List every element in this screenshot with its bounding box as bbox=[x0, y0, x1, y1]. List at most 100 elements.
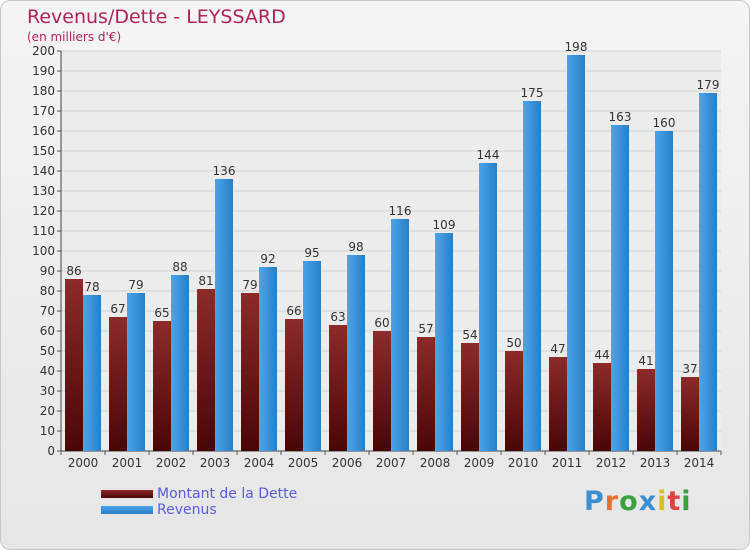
x-tick-label-2013: 2013 bbox=[640, 456, 671, 470]
y-tick-label: 100 bbox=[32, 244, 55, 258]
bar-revenue-2004 bbox=[259, 267, 277, 451]
y-tick-label: 200 bbox=[32, 44, 55, 58]
data-label-debt-2014: 37 bbox=[682, 362, 697, 376]
y-tick-label: 60 bbox=[40, 324, 55, 338]
bar-revenue-2001 bbox=[127, 293, 145, 451]
data-label-debt-2005: 66 bbox=[286, 304, 301, 318]
data-label-debt-2002: 65 bbox=[154, 306, 169, 320]
x-tick-label-2005: 2005 bbox=[288, 456, 319, 470]
bar-revenue-2002 bbox=[171, 275, 189, 451]
data-label-revenue-2006: 98 bbox=[348, 240, 363, 254]
logo-letter: P bbox=[584, 486, 605, 517]
data-label-revenue-2005: 95 bbox=[304, 246, 319, 260]
y-tick-label: 70 bbox=[40, 304, 55, 318]
y-tick-label: 130 bbox=[32, 184, 55, 198]
x-tick-label-2010: 2010 bbox=[508, 456, 539, 470]
data-label-revenue-2014: 179 bbox=[697, 78, 720, 92]
data-label-debt-2006: 63 bbox=[330, 310, 345, 324]
x-tick-label-2008: 2008 bbox=[420, 456, 451, 470]
bar-debt-2004 bbox=[241, 293, 259, 451]
data-label-revenue-2012: 163 bbox=[609, 110, 632, 124]
bar-debt-2007 bbox=[373, 331, 391, 451]
x-tick-label-2011: 2011 bbox=[552, 456, 583, 470]
data-label-revenue-2007: 116 bbox=[389, 204, 412, 218]
x-tick-label-2006: 2006 bbox=[332, 456, 363, 470]
data-label-revenue-2010: 175 bbox=[521, 86, 544, 100]
data-label-revenue-2000: 78 bbox=[84, 280, 99, 294]
bar-debt-2012 bbox=[593, 363, 611, 451]
data-label-revenue-2001: 79 bbox=[128, 278, 143, 292]
y-tick-label: 110 bbox=[32, 224, 55, 238]
y-tick-label: 120 bbox=[32, 204, 55, 218]
chart-title: Revenus/Dette - LEYSSARD bbox=[27, 6, 286, 28]
data-label-revenue-2002: 88 bbox=[172, 260, 187, 274]
bar-debt-2000 bbox=[65, 279, 83, 451]
data-label-revenue-2013: 160 bbox=[653, 116, 676, 130]
proxiti-logo: Proxiti bbox=[584, 486, 692, 517]
y-tick-label: 30 bbox=[40, 384, 55, 398]
logo-letter: o bbox=[619, 486, 639, 517]
x-tick-label-2009: 2009 bbox=[464, 456, 495, 470]
bar-revenue-2010 bbox=[523, 101, 541, 451]
logo-letter: i bbox=[681, 486, 692, 517]
data-label-debt-2008: 57 bbox=[418, 322, 433, 336]
y-tick-label: 20 bbox=[40, 404, 55, 418]
x-tick-label-2002: 2002 bbox=[156, 456, 187, 470]
data-label-revenue-2009: 144 bbox=[477, 148, 500, 162]
data-label-debt-2012: 44 bbox=[594, 348, 609, 362]
bar-debt-2006 bbox=[329, 325, 347, 451]
y-tick-label: 170 bbox=[32, 104, 55, 118]
y-tick-label: 190 bbox=[32, 64, 55, 78]
legend-swatch-revenue bbox=[101, 506, 153, 514]
y-tick-label: 50 bbox=[40, 344, 55, 358]
bar-debt-2003 bbox=[197, 289, 215, 451]
data-label-debt-2010: 50 bbox=[506, 336, 521, 350]
y-tick-label: 80 bbox=[40, 284, 55, 298]
bar-revenue-2000 bbox=[83, 295, 101, 451]
y-tick-label: 160 bbox=[32, 124, 55, 138]
data-label-revenue-2008: 109 bbox=[433, 218, 456, 232]
bar-revenue-2014 bbox=[699, 93, 717, 451]
bar-revenue-2011 bbox=[567, 55, 585, 451]
legend-label-revenue: Revenus bbox=[157, 502, 217, 518]
data-label-debt-2009: 54 bbox=[462, 328, 477, 342]
logo-letter: r bbox=[604, 486, 620, 517]
x-tick-label-2001: 2001 bbox=[112, 456, 143, 470]
data-label-debt-2007: 60 bbox=[374, 316, 389, 330]
bar-debt-2014 bbox=[681, 377, 699, 451]
y-tick-label: 10 bbox=[40, 424, 55, 438]
bar-debt-2013 bbox=[637, 369, 655, 451]
data-label-debt-2001: 67 bbox=[110, 302, 125, 316]
bar-revenue-2013 bbox=[655, 131, 673, 451]
data-label-revenue-2003: 136 bbox=[213, 164, 236, 178]
bar-debt-2010 bbox=[505, 351, 523, 451]
legend-swatch-debt bbox=[101, 490, 153, 498]
logo-letter: t bbox=[667, 486, 682, 517]
data-label-debt-2003: 81 bbox=[198, 274, 213, 288]
y-tick-label: 40 bbox=[40, 364, 55, 378]
data-label-revenue-2011: 198 bbox=[565, 40, 588, 54]
bar-debt-2011 bbox=[549, 357, 567, 451]
bar-revenue-2006 bbox=[347, 255, 365, 451]
bar-debt-2002 bbox=[153, 321, 171, 451]
logo-letter: x bbox=[638, 486, 658, 517]
chart-subtitle: (en milliers d'€) bbox=[27, 30, 122, 44]
bar-debt-2009 bbox=[461, 343, 479, 451]
bar-revenue-2009 bbox=[479, 163, 497, 451]
bar-revenue-2007 bbox=[391, 219, 409, 451]
data-label-debt-2011: 47 bbox=[550, 342, 565, 356]
logo-letter: i bbox=[657, 486, 668, 517]
bar-revenue-2008 bbox=[435, 233, 453, 451]
x-tick-label-2007: 2007 bbox=[376, 456, 407, 470]
data-label-debt-2013: 41 bbox=[638, 354, 653, 368]
data-label-debt-2004: 79 bbox=[242, 278, 257, 292]
x-tick-label-2014: 2014 bbox=[684, 456, 715, 470]
bar-debt-2008 bbox=[417, 337, 435, 451]
bar-revenue-2012 bbox=[611, 125, 629, 451]
legend-label-debt: Montant de la Dette bbox=[157, 486, 298, 502]
x-tick-label-2004: 2004 bbox=[244, 456, 275, 470]
y-tick-label: 150 bbox=[32, 144, 55, 158]
x-tick-label-2003: 2003 bbox=[200, 456, 231, 470]
